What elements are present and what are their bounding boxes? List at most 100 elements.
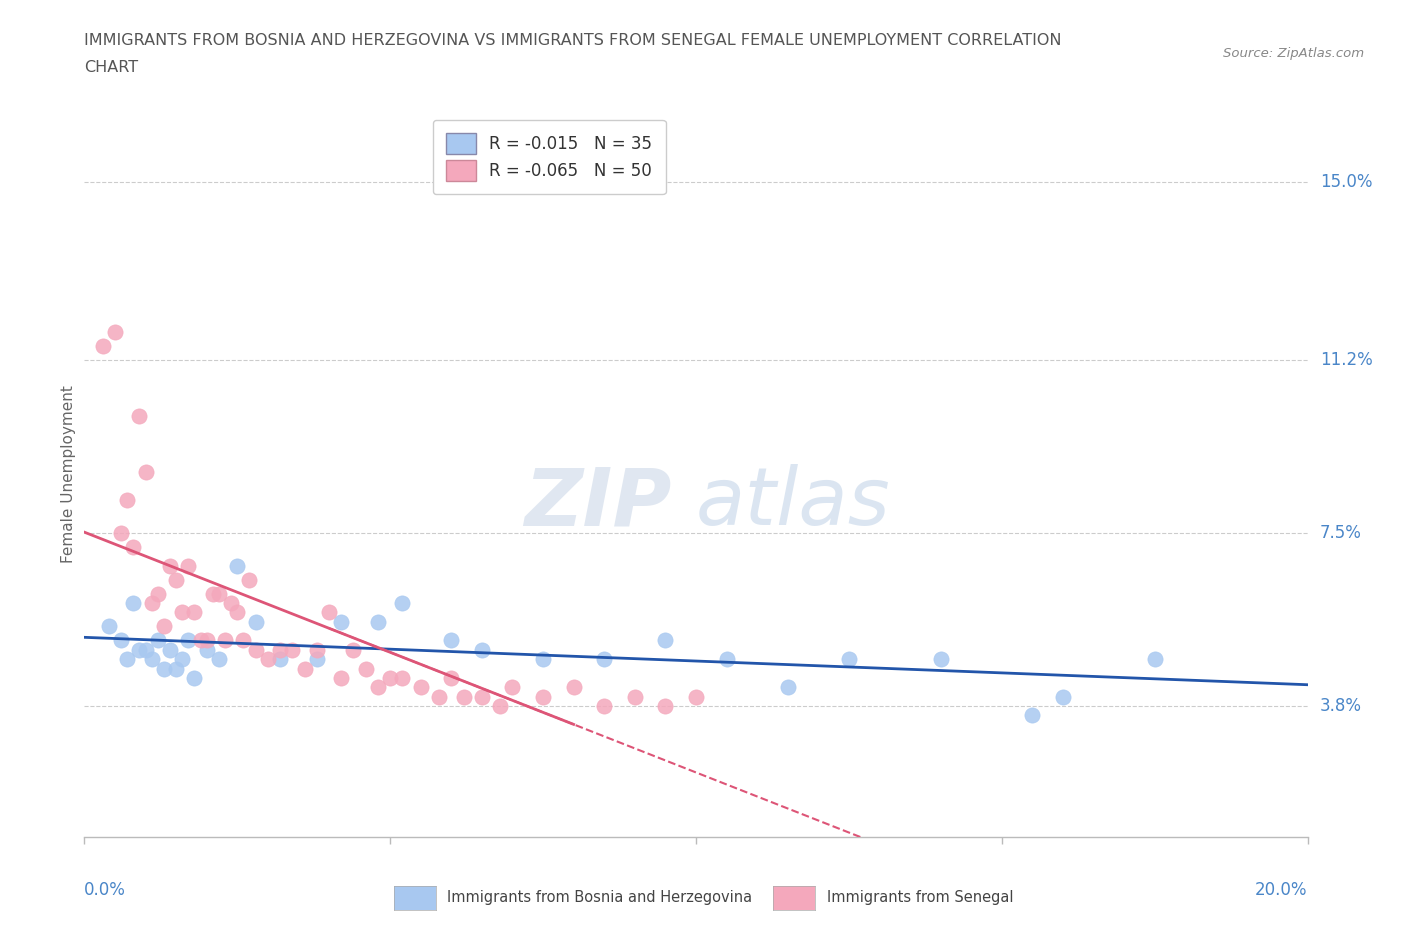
Point bbox=[367, 615, 389, 630]
Point bbox=[929, 652, 952, 667]
Point bbox=[245, 643, 267, 658]
Point bbox=[97, 619, 120, 634]
Y-axis label: Female Unemployment: Female Unemployment bbox=[60, 385, 76, 564]
Point bbox=[201, 586, 224, 601]
Point bbox=[165, 661, 187, 676]
Point bbox=[104, 325, 127, 339]
Point bbox=[593, 652, 616, 667]
Point bbox=[153, 619, 176, 634]
Point bbox=[165, 572, 187, 587]
Point bbox=[219, 595, 242, 610]
Point bbox=[91, 339, 114, 353]
Text: 15.0%: 15.0% bbox=[1320, 173, 1372, 191]
Point bbox=[183, 671, 205, 685]
Point bbox=[1052, 689, 1074, 704]
Point bbox=[318, 604, 340, 619]
Point bbox=[391, 595, 413, 610]
Point bbox=[471, 643, 494, 658]
Point bbox=[440, 671, 463, 685]
Point bbox=[172, 604, 194, 619]
Text: 0.0%: 0.0% bbox=[84, 881, 127, 898]
Text: 11.2%: 11.2% bbox=[1320, 351, 1372, 368]
Point bbox=[391, 671, 413, 685]
Point bbox=[128, 643, 150, 658]
Point bbox=[135, 643, 157, 658]
Point bbox=[195, 643, 218, 658]
Point bbox=[624, 689, 647, 704]
Text: 7.5%: 7.5% bbox=[1320, 524, 1361, 542]
Text: Immigrants from Senegal: Immigrants from Senegal bbox=[827, 890, 1014, 906]
Point bbox=[330, 671, 353, 685]
Point bbox=[159, 558, 181, 573]
Point bbox=[269, 643, 291, 658]
Point bbox=[232, 633, 254, 648]
Point bbox=[305, 652, 328, 667]
Point bbox=[141, 595, 163, 610]
Point bbox=[177, 633, 200, 648]
Point bbox=[208, 586, 231, 601]
Point bbox=[190, 633, 212, 648]
Point bbox=[531, 652, 554, 667]
Point bbox=[489, 698, 512, 713]
Point bbox=[281, 643, 304, 658]
Point bbox=[208, 652, 231, 667]
Text: ZIP: ZIP bbox=[524, 464, 672, 542]
Point bbox=[146, 586, 169, 601]
Point bbox=[214, 633, 236, 648]
Point bbox=[593, 698, 616, 713]
Point bbox=[122, 539, 145, 554]
Point bbox=[226, 604, 249, 619]
Point bbox=[226, 558, 249, 573]
Point bbox=[128, 408, 150, 423]
Point bbox=[409, 680, 432, 695]
Point bbox=[269, 652, 291, 667]
Point bbox=[195, 633, 218, 648]
Point bbox=[122, 595, 145, 610]
Point bbox=[502, 680, 524, 695]
Text: 3.8%: 3.8% bbox=[1320, 697, 1362, 715]
Point bbox=[453, 689, 475, 704]
Point bbox=[110, 633, 132, 648]
Text: Immigrants from Bosnia and Herzegovina: Immigrants from Bosnia and Herzegovina bbox=[447, 890, 752, 906]
Text: atlas: atlas bbox=[696, 464, 891, 542]
Point bbox=[654, 698, 676, 713]
Point bbox=[141, 652, 163, 667]
Point bbox=[342, 643, 364, 658]
Point bbox=[146, 633, 169, 648]
Point bbox=[1021, 708, 1043, 723]
Point bbox=[257, 652, 280, 667]
Legend: R = -0.015   N = 35, R = -0.065   N = 50: R = -0.015 N = 35, R = -0.065 N = 50 bbox=[433, 120, 665, 194]
Point bbox=[115, 493, 138, 508]
Point bbox=[159, 643, 181, 658]
Point bbox=[776, 680, 799, 695]
Point bbox=[1143, 652, 1166, 667]
Point bbox=[685, 689, 707, 704]
Point bbox=[177, 558, 200, 573]
Point bbox=[562, 680, 585, 695]
Point bbox=[838, 652, 860, 667]
Text: 20.0%: 20.0% bbox=[1256, 881, 1308, 898]
Text: CHART: CHART bbox=[84, 60, 138, 75]
Point bbox=[153, 661, 176, 676]
Point bbox=[305, 643, 328, 658]
Point bbox=[238, 572, 260, 587]
Point bbox=[471, 689, 494, 704]
Point bbox=[380, 671, 402, 685]
Point bbox=[716, 652, 738, 667]
Point bbox=[354, 661, 377, 676]
Point bbox=[531, 689, 554, 704]
Point bbox=[172, 652, 194, 667]
Point bbox=[110, 525, 132, 540]
Point bbox=[183, 604, 205, 619]
Point bbox=[427, 689, 450, 704]
Point bbox=[135, 464, 157, 479]
Point bbox=[654, 633, 676, 648]
Point bbox=[440, 633, 463, 648]
Point bbox=[367, 680, 389, 695]
Text: Source: ZipAtlas.com: Source: ZipAtlas.com bbox=[1223, 46, 1364, 60]
Point bbox=[115, 652, 138, 667]
Text: IMMIGRANTS FROM BOSNIA AND HERZEGOVINA VS IMMIGRANTS FROM SENEGAL FEMALE UNEMPLO: IMMIGRANTS FROM BOSNIA AND HERZEGOVINA V… bbox=[84, 33, 1062, 47]
Point bbox=[330, 615, 353, 630]
Point bbox=[245, 615, 267, 630]
Point bbox=[294, 661, 316, 676]
